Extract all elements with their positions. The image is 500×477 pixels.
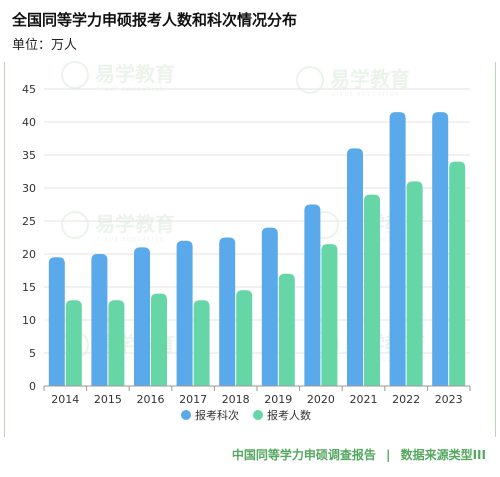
bar-series1 bbox=[432, 112, 449, 386]
bars-layer bbox=[48, 112, 466, 386]
y-tick-label: 5 bbox=[29, 347, 36, 360]
bar-series1 bbox=[134, 247, 150, 386]
y-tick-label: 35 bbox=[22, 149, 36, 162]
bar-series2 bbox=[449, 161, 466, 386]
x-tick-label: 2019 bbox=[264, 393, 292, 406]
watermark-circle-icon bbox=[61, 61, 89, 89]
watermark-subtext: YIXUE EDUCATION bbox=[331, 92, 400, 98]
bar-series2 bbox=[406, 181, 423, 386]
bar-series1 bbox=[48, 257, 65, 386]
x-tick-label: 2016 bbox=[137, 393, 165, 406]
unit-label: 单位：万人 bbox=[12, 38, 78, 53]
x-tick-label: 2022 bbox=[392, 393, 420, 406]
bar-series2 bbox=[151, 293, 167, 386]
bar-series1 bbox=[91, 254, 108, 386]
x-tick-label: 2014 bbox=[51, 393, 79, 406]
watermark-text: 易学教育 bbox=[95, 62, 175, 86]
footer: 中国同等学力申硕调查报告 | 数据来源类型III bbox=[232, 446, 486, 463]
y-tick-label: 30 bbox=[22, 182, 36, 195]
chart-panel bbox=[4, 62, 496, 437]
bar-series2 bbox=[108, 300, 125, 386]
x-tick-label: 2021 bbox=[350, 393, 378, 406]
bar-series2 bbox=[364, 194, 380, 386]
y-tick-label: 15 bbox=[22, 281, 36, 294]
bar-series2 bbox=[321, 244, 338, 386]
x-tick-label: 2020 bbox=[307, 393, 335, 406]
watermark-text: 易学教育 bbox=[95, 212, 175, 236]
watermark-circle-icon bbox=[296, 66, 324, 94]
bar-series2 bbox=[278, 273, 295, 386]
bar-series1 bbox=[304, 204, 321, 386]
footer-separator: | bbox=[386, 448, 391, 462]
footer-report: 中国同等学力申硕调查报告 bbox=[231, 448, 376, 462]
y-tick-label: 0 bbox=[29, 380, 36, 393]
chart-title: 全国同等学力申硕报考人数和科次情况分布 bbox=[12, 11, 298, 29]
bar-series2 bbox=[193, 300, 210, 386]
watermark-text: 易学教育 bbox=[330, 67, 410, 91]
bar-series1 bbox=[219, 237, 236, 386]
bar-series1 bbox=[176, 240, 193, 386]
x-tick-label: 2015 bbox=[94, 393, 122, 406]
bar-series1 bbox=[347, 148, 363, 386]
footer-source: 数据来源类型III bbox=[400, 448, 486, 462]
bar-series1 bbox=[261, 227, 278, 386]
watermark-circle-icon bbox=[61, 211, 89, 239]
x-tick-label: 2018 bbox=[222, 393, 250, 406]
y-tick-label: 25 bbox=[22, 215, 36, 228]
legend-marker-series2 bbox=[253, 410, 263, 420]
legend-label-series1: 报考科次 bbox=[195, 408, 239, 422]
bar-series2 bbox=[65, 300, 82, 386]
bar-series2 bbox=[236, 290, 253, 386]
watermark-subtext: YIXUE EDUCATION bbox=[96, 357, 165, 363]
watermark-subtext: YIXUE EDUCATION bbox=[96, 237, 165, 243]
legend-marker-series1 bbox=[181, 410, 191, 420]
watermark-subtext: YIXUE EDUCATION bbox=[96, 87, 165, 93]
y-tick-label: 10 bbox=[22, 314, 36, 327]
x-tick-label: 2017 bbox=[179, 393, 207, 406]
legend: 报考科次 报考人数 bbox=[181, 408, 311, 422]
axes-layer: 0 5 10 15 20 25 30 35 40 45 2014 2015 2016 2017 2018 20… bbox=[22, 83, 471, 406]
grid-layer bbox=[44, 88, 470, 354]
x-tick-label: 2023 bbox=[435, 393, 463, 406]
y-tick-label: 40 bbox=[22, 116, 36, 129]
y-tick-label: 20 bbox=[22, 248, 36, 261]
legend-label-series2: 报考人数 bbox=[267, 408, 311, 422]
y-tick-label: 45 bbox=[22, 83, 36, 96]
bar-series1 bbox=[389, 112, 406, 386]
